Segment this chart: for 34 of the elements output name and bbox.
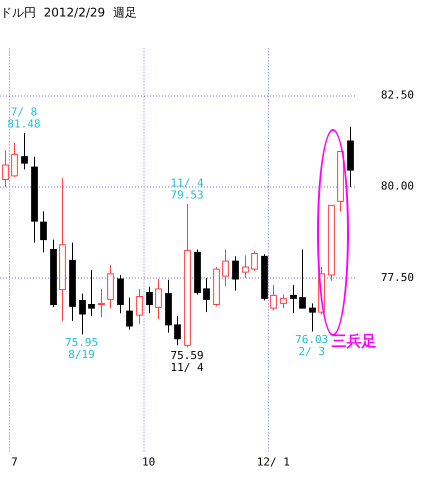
candlestick xyxy=(270,284,277,311)
candlestick xyxy=(299,249,306,309)
candlestick xyxy=(232,256,239,292)
y-tick-label: 77.50 xyxy=(380,270,414,284)
x-tick-label: 10 xyxy=(142,455,156,468)
candlestick xyxy=(126,297,133,330)
candlestick xyxy=(40,210,47,253)
y-tick-label: 80.00 xyxy=(380,180,414,193)
candlestick xyxy=(290,284,297,314)
x-tick-label: 7 xyxy=(11,455,18,468)
candlestick xyxy=(155,278,162,320)
annotation: 75.59 11/ 4 xyxy=(170,348,204,374)
candlestick xyxy=(79,293,86,335)
chart-title: ドル円 2012/2/29 週足 xyxy=(0,5,137,20)
candlestick xyxy=(174,316,181,346)
candlestick xyxy=(222,249,229,286)
candlestick xyxy=(203,277,210,313)
candlestick xyxy=(11,142,18,178)
candlestick xyxy=(242,254,249,278)
annotation: 三兵足 xyxy=(331,332,376,352)
candlestick xyxy=(21,132,28,170)
candlestick xyxy=(251,250,258,272)
annotation: 7/ 8 81.48 xyxy=(7,105,41,130)
candlestick xyxy=(280,294,287,309)
candlestick xyxy=(146,286,153,314)
candlestick xyxy=(98,288,105,318)
annotation: 75.95 8/19 xyxy=(64,336,98,361)
y-tick-label: 82.50 xyxy=(380,88,414,102)
candlestick xyxy=(136,288,143,324)
annotation: 76.03 2/ 3 xyxy=(295,332,328,358)
candlestick xyxy=(88,269,95,317)
candlestick xyxy=(309,302,316,332)
x-tick-label: 12/ 1 xyxy=(256,455,290,468)
annotation: 11/ 4 79.53 xyxy=(170,176,204,202)
